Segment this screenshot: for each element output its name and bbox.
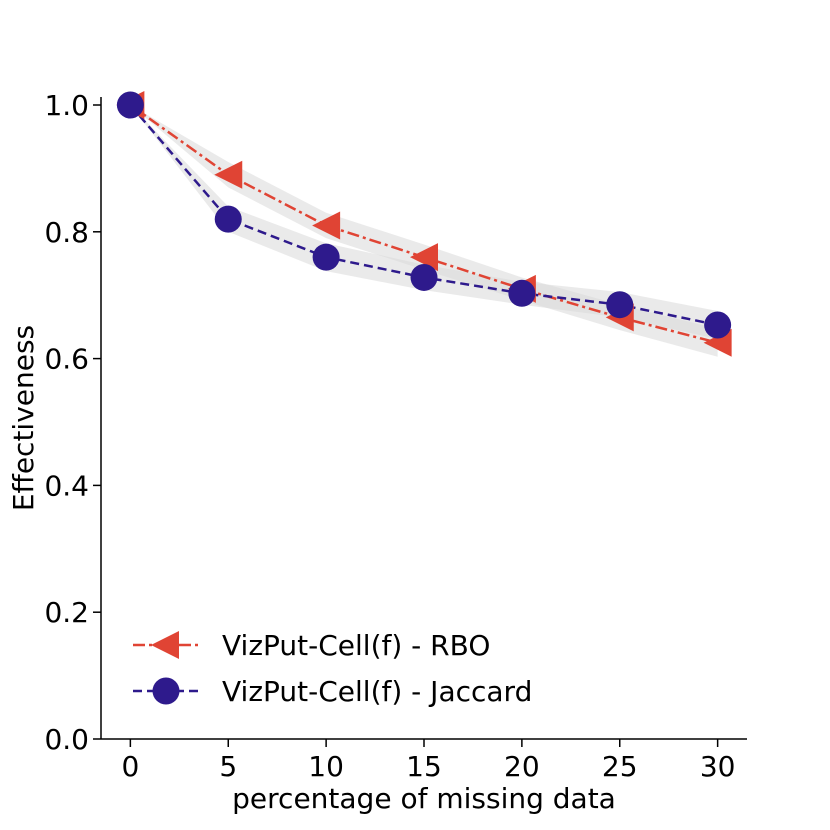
data-point-jaccard: [116, 91, 144, 119]
legend-label-rbo: VizPut-Cell(f) - RBO: [222, 629, 490, 662]
x-tick-label: 0: [121, 750, 139, 783]
y-axis-title: Effectiveness: [7, 325, 40, 511]
x-tick-label: 25: [602, 750, 638, 783]
confidence-band-1: [130, 105, 718, 339]
data-point-jaccard: [508, 279, 536, 307]
data-point-jaccard: [312, 243, 340, 271]
data-point-rbo: [312, 211, 341, 240]
y-tick-label: 0.0: [44, 723, 89, 756]
y-tick-label: 0.4: [44, 469, 89, 502]
legend-label-jaccard: VizPut-Cell(f) - Jaccard: [222, 675, 532, 708]
data-point-jaccard: [606, 291, 634, 319]
y-tick-label: 0.8: [44, 216, 89, 249]
x-tick-label: 10: [308, 750, 344, 783]
legend: VizPut-Cell(f) - RBO VizPut-Cell(f) - Ja…: [133, 629, 532, 708]
data-point-jaccard: [214, 205, 242, 233]
x-ticks: 0 5 10 15 20 25 30: [121, 739, 735, 783]
legend-marker-rbo: [151, 631, 179, 659]
data-point-jaccard: [410, 263, 438, 291]
x-tick-label: 30: [700, 750, 736, 783]
x-tick-label: 5: [219, 750, 237, 783]
y-tick-label: 1.0: [44, 89, 89, 122]
x-tick-label: 15: [406, 750, 442, 783]
data-point-jaccard: [704, 311, 732, 339]
data-point-rbo: [410, 243, 438, 272]
x-tick-label: 20: [504, 750, 540, 783]
bands-layer: [130, 105, 718, 357]
y-tick-label: 0.6: [44, 343, 89, 376]
x-axis-title: percentage of missing data: [232, 782, 616, 815]
y-tick-label: 0.2: [44, 596, 89, 629]
data-point-rbo: [214, 160, 243, 189]
legend-marker-jaccard: [152, 677, 180, 705]
markers-layer: [116, 91, 732, 357]
y-ticks: 0.0 0.2 0.4 0.6 0.8 1.0: [44, 89, 101, 756]
